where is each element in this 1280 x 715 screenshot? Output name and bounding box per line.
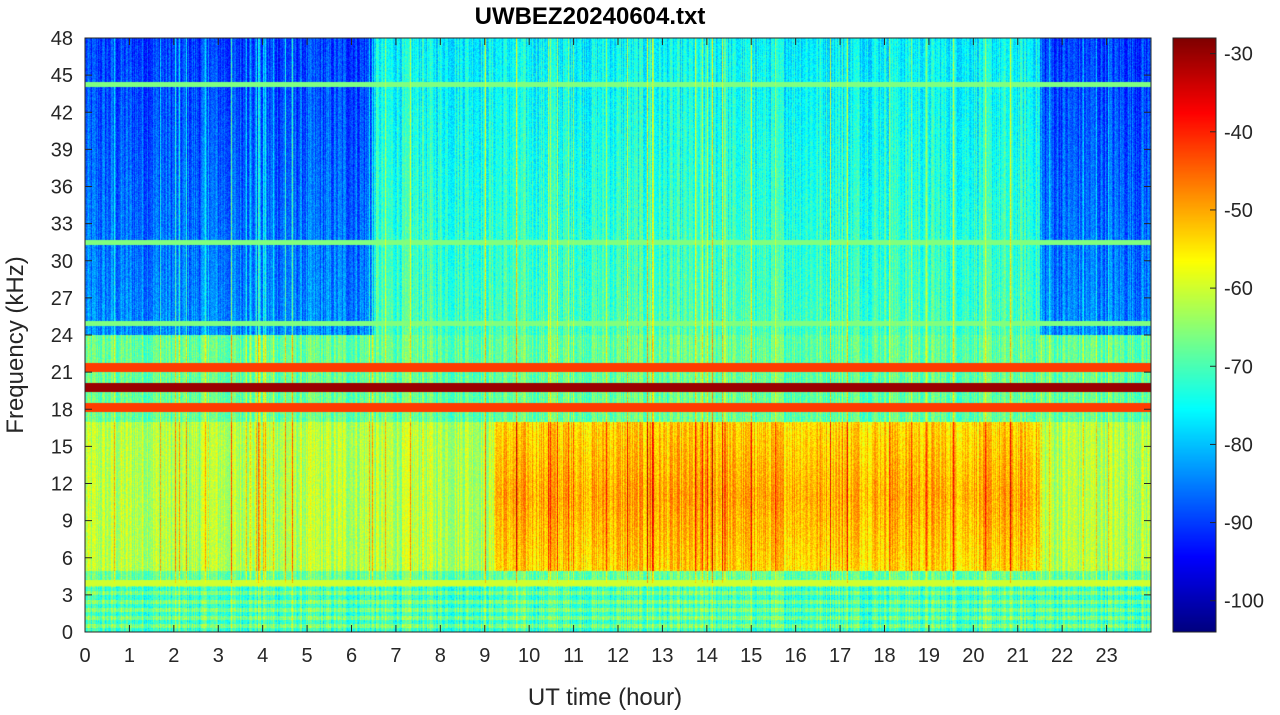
colorbar-tick-label: -60 — [1224, 278, 1253, 300]
colorbar-tick-label: -50 — [1224, 200, 1253, 222]
x-tick-label: 22 — [1051, 645, 1073, 667]
y-tick-label: 45 — [51, 65, 73, 87]
y-axis-label: Frequency (kHz) — [2, 256, 29, 433]
x-tick-label: 2 — [168, 645, 179, 667]
y-tick-label: 0 — [62, 622, 73, 644]
y-tick-label: 33 — [51, 214, 73, 236]
x-axis-label: UT time (hour) — [528, 684, 682, 711]
x-tick-label: 7 — [390, 645, 401, 667]
colorbar-gradient — [1173, 38, 1216, 632]
x-tick-label: 20 — [962, 645, 984, 667]
colorbar-tick-label: -100 — [1224, 591, 1264, 613]
y-tick-label: 15 — [51, 436, 73, 458]
x-axis: 0 1 2 3 4 5 6 7 8 9 10 11 12 13 14 15 16 17 18 19 20 21 22 23 — [79, 38, 1118, 667]
x-tick-label: 8 — [435, 645, 446, 667]
y-tick-label: 21 — [51, 362, 73, 384]
x-tick-label: 15 — [740, 645, 762, 667]
x-tick-label: 16 — [785, 645, 807, 667]
colorbar-tick-label: -90 — [1224, 513, 1253, 535]
x-tick-label: 21 — [1007, 645, 1029, 667]
x-tick-label: 9 — [479, 645, 490, 667]
spectrogram-heatmap — [85, 38, 1151, 632]
y-tick-label: 42 — [51, 102, 73, 124]
x-tick-label: 6 — [346, 645, 357, 667]
colorbar-frame — [1172, 37, 1217, 633]
x-tick-label: 11 — [563, 645, 584, 667]
y-tick-label: 9 — [62, 511, 73, 533]
x-tick-label: 19 — [918, 645, 940, 667]
chart-title: UWBEZ20240604.txt — [475, 3, 706, 30]
x-tick-label: 18 — [873, 645, 895, 667]
x-tick-label: 14 — [696, 645, 718, 667]
x-tick-label: 17 — [829, 645, 851, 667]
x-tick-label: 4 — [257, 645, 268, 667]
x-tick-label: 1 — [124, 645, 135, 667]
y-tick-label: 30 — [51, 251, 73, 273]
plot-area — [84, 37, 1152, 633]
y-tick-label: 27 — [51, 288, 73, 310]
y-tick-label: 36 — [51, 177, 73, 199]
x-tick-label: 5 — [302, 645, 313, 667]
x-tick-label: 10 — [518, 645, 540, 667]
colorbar-tick-label: -70 — [1224, 356, 1253, 378]
x-tick-label: 3 — [213, 645, 224, 667]
x-tick-label: 23 — [1095, 645, 1117, 667]
colorbar-tick-label: -80 — [1224, 434, 1253, 456]
colorbar-ticks: -100 -90 -80 -70 -60 -50 -40 -30 — [1210, 44, 1264, 613]
x-tick-label: 13 — [651, 645, 673, 667]
colorbar-tick-label: -30 — [1224, 44, 1253, 66]
x-tick-label: 0 — [79, 645, 90, 667]
y-tick-label: 48 — [51, 28, 73, 50]
x-tick-label: 12 — [607, 645, 629, 667]
y-tick-label: 18 — [51, 399, 73, 421]
y-tick-label: 24 — [51, 325, 73, 347]
colorbar: -100 -90 -80 -70 -60 -50 -40 -30 — [1172, 37, 1264, 633]
y-tick-label: 6 — [62, 548, 73, 570]
colorbar-tick-label: -40 — [1224, 122, 1253, 144]
y-tick-label: 3 — [62, 585, 73, 607]
y-tick-label: 12 — [51, 474, 73, 496]
y-tick-label: 39 — [51, 139, 73, 161]
